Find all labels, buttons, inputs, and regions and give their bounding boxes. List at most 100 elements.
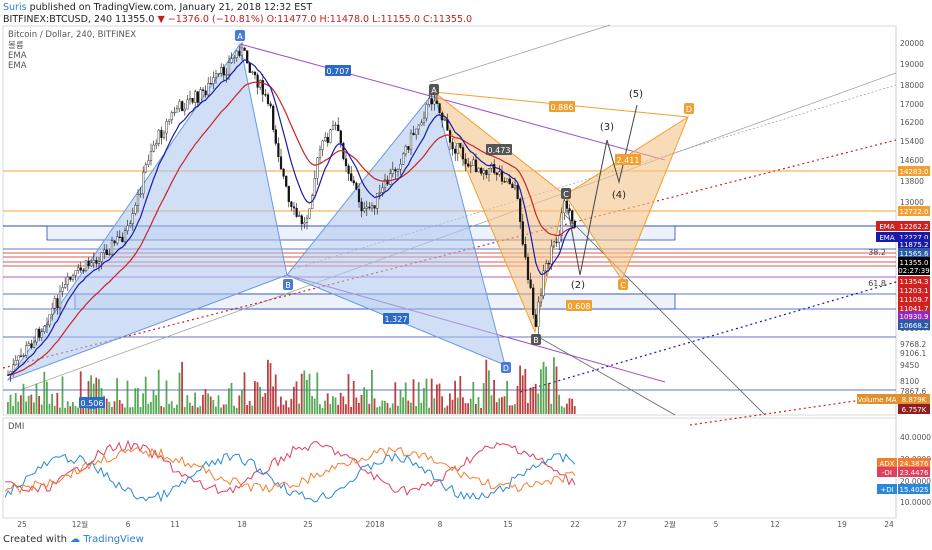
ratio-badge [383,313,409,324]
volume-bar [446,405,449,414]
last-price: 11355.0 [115,14,155,25]
volume-bar [196,407,199,414]
candle-body [105,249,108,255]
candle-body [248,62,251,73]
volume-bar [311,395,313,414]
ema-slow-line [7,81,575,376]
tradingview-brand[interactable]: TradingView [83,534,144,545]
candle-body [207,83,210,96]
volume-bar [267,359,269,414]
volume-bar [373,398,376,414]
candle-body [243,47,246,51]
volume-bar [355,397,358,414]
volume-bar [404,382,407,414]
candle-body [191,97,194,103]
ratio-badge [325,65,351,76]
legend-title: Bitcoin / Dollar, 240, BITFINEX [8,30,136,40]
price-tag-badge [898,221,930,231]
candle-body [186,99,189,110]
ratio-label: 1.327 [385,315,408,324]
candle-body [477,167,480,173]
volume-bar [433,398,436,414]
candle-body [464,158,467,165]
candle-body [526,257,530,280]
dmi-tag-name: ADX [880,460,895,468]
volume-bar [235,407,238,414]
volume-bar [199,406,202,414]
volume-bar [451,399,454,414]
volume-bar [430,378,433,414]
legend-ema-1: EMA [8,51,27,61]
volume-bar [394,382,397,414]
volume-bar [129,407,131,414]
price-tag-badge [898,276,930,286]
ratio-labels: 0.707 1.327 0.886 0.473 2.411 0.608 38.2 61.8 0.… [79,65,886,408]
candle-body [110,240,114,255]
candle-body [204,90,207,96]
high-value: H:11478.0 [319,14,370,25]
volume-bar [337,404,339,414]
candle-body [220,67,223,74]
price-tag-value: 12227.0 [900,234,929,242]
volume-bar [72,402,74,414]
candle-body [227,62,231,75]
candle-body [539,295,543,303]
ratio-label: 2.411 [617,156,640,165]
volume-bar [238,395,241,414]
candle-body [558,235,561,243]
volume-bar [277,406,280,414]
volume-tag-badge [898,394,930,404]
candle-body [550,245,553,265]
price-tag-badge [898,294,930,304]
volume-bar [540,369,542,414]
candle-body [142,171,145,195]
volume-bar [456,397,459,414]
candle-body [51,307,54,315]
candle-body [251,71,254,73]
volume-bar [168,403,170,414]
wave-label: (5) [629,89,643,100]
candle-body [321,140,324,150]
candle-body [305,217,309,223]
volume-bar [207,393,209,414]
candle-body [524,244,527,258]
volume-bar [477,397,480,414]
volume-bar [95,377,98,414]
volume-bar [381,400,384,414]
candle-body [529,279,532,289]
volume-bar [547,383,550,414]
volume-bar [298,403,300,414]
ratio-badge [566,300,592,311]
candle-body [467,163,470,167]
price-tag-name-badge [876,221,898,231]
price-tag-name: EMA [879,234,894,242]
candle-body [521,221,524,245]
candle-body [292,206,296,209]
volume-bar [508,405,511,414]
price-tick-label: 13000 [900,198,924,207]
volume-bar [399,390,402,414]
volume-bar [438,383,441,414]
price-tag-value: 12262.2 [900,223,929,231]
candle-body [74,270,77,276]
time-tick-label: 24 [884,520,894,529]
price-tag-badge [898,311,930,321]
volume-bar [90,375,92,414]
volume-bar [113,401,116,414]
volume-bar [111,406,113,414]
volume-bar [482,383,485,414]
candle-body [25,345,28,356]
volume-bar [142,393,144,414]
candle-body [428,98,431,105]
candle-body [425,104,428,119]
candle-body [448,130,452,143]
ratio-badge [486,144,512,155]
plus-di-line [4,452,576,503]
candle-body [121,236,124,243]
volume-bar [521,375,524,414]
volume-bar [555,366,558,414]
published-text: published on TradingView.com, January 21… [29,2,313,13]
price-tag-value: 02:27:39 [898,267,929,275]
candle-body [331,124,335,130]
author-link[interactable]: Suris [3,2,27,13]
